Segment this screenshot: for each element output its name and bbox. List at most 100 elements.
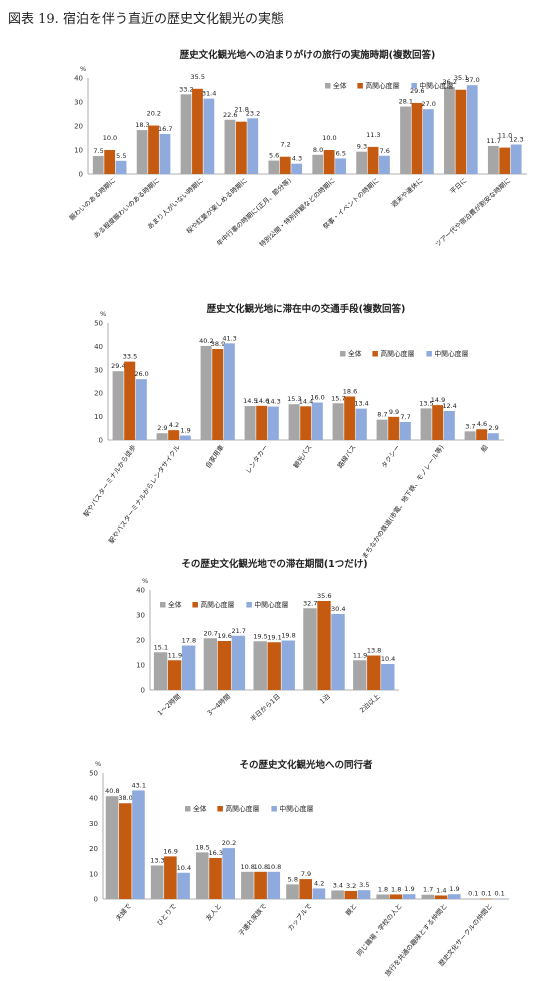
data-label: 43.1 [132, 781, 146, 789]
category-label: 船 [478, 443, 489, 454]
bar [92, 156, 104, 174]
data-label: 18.3 [135, 121, 149, 129]
bar [332, 403, 344, 440]
y-tick-label: 20 [136, 637, 145, 645]
y-unit-label: % [80, 65, 86, 73]
bar [212, 348, 224, 440]
bar [388, 416, 400, 440]
data-label: 10.4 [381, 655, 395, 663]
data-label: 14.3 [266, 398, 280, 406]
category-label: 路線バス [335, 443, 358, 470]
legend-entry: 全体 [348, 349, 362, 358]
data-label: 20.2 [222, 839, 236, 847]
data-label: 9.9 [389, 408, 399, 416]
data-label: 2.9 [488, 424, 498, 432]
bar [105, 796, 119, 899]
bar [217, 641, 232, 690]
category-label: 駅やバスターミナルからレンタサイクル [106, 443, 181, 545]
bar [177, 872, 190, 899]
legend-swatch [340, 351, 346, 357]
data-label: 16.3 [209, 849, 223, 857]
data-label: 10.8 [240, 863, 254, 871]
y-tick-label: 40 [94, 343, 103, 351]
y-tick-label: 10 [74, 147, 83, 155]
data-label: 0.1 [481, 890, 491, 898]
bar [181, 645, 196, 690]
y-tick-label: 10 [136, 662, 145, 670]
data-label: 0.1 [494, 890, 504, 898]
bar [247, 118, 259, 174]
bar [376, 894, 390, 899]
legend-swatch [372, 351, 378, 357]
bar [136, 130, 148, 174]
bar [411, 102, 423, 174]
bar [164, 856, 177, 899]
y-unit-label: % [100, 310, 106, 318]
y-unit-label: % [142, 577, 148, 585]
data-label: 7.2 [280, 141, 290, 149]
bar [267, 406, 279, 440]
category-label: 平日に [448, 177, 468, 196]
bar [479, 898, 493, 900]
legend-entry: 高関心度層 [365, 81, 399, 90]
data-label: 37.0 [465, 76, 479, 84]
bar [299, 879, 312, 899]
data-label: 41.3 [222, 334, 236, 342]
bar [268, 160, 280, 174]
data-label: 3.2 [346, 882, 356, 890]
bar [331, 614, 345, 690]
legend-entry: 中関心度層 [279, 804, 313, 813]
data-label: 35.1 [454, 74, 468, 82]
data-label: 38.0 [118, 794, 132, 802]
data-label: 40.8 [105, 787, 119, 795]
category-label: 親と [343, 902, 358, 918]
data-label: 1.9 [180, 427, 190, 435]
data-label: 1.9 [449, 885, 459, 893]
bar [153, 652, 168, 690]
y-tick-label: 0 [79, 171, 83, 179]
legend-swatch [192, 602, 198, 608]
legend-entry: 中関心度層 [434, 349, 468, 358]
bar [344, 396, 356, 440]
bar [118, 803, 132, 899]
data-label: 8.0 [313, 146, 323, 154]
data-label: 15.3 [287, 395, 301, 403]
bar [464, 431, 476, 440]
category-label: ツアー代や宿泊費が割安な時期に [433, 176, 512, 249]
data-label: 13.8 [367, 647, 381, 655]
data-label: 9.3 [357, 143, 367, 151]
bar [224, 119, 236, 174]
data-label: 20.2 [147, 110, 161, 118]
data-label: 20.7 [203, 629, 217, 637]
bar [400, 106, 411, 174]
bar [112, 371, 124, 440]
bar [303, 608, 317, 690]
bar [254, 871, 267, 899]
bar [455, 89, 467, 174]
bar [312, 888, 326, 899]
bar [203, 638, 218, 690]
chart-2: 歴史文化観光地に滞在中の交通手段(複数回答)% 0 10 20 30 40 50 29.433… [81, 303, 504, 560]
bar [281, 640, 295, 690]
data-label: 26.0 [134, 370, 148, 378]
y-tick-label: 50 [94, 320, 103, 328]
category-label: 駅やバスターミナルから徒歩 [81, 443, 138, 519]
data-label: 15.1 [154, 643, 168, 651]
bar [420, 408, 432, 440]
legend-entry: 高関心度層 [225, 804, 259, 813]
bar [124, 361, 136, 440]
data-label: 13.3 [150, 856, 164, 864]
legend-entry: 全体 [193, 804, 207, 813]
category-label: 1泊 [318, 692, 332, 706]
data-label: 3.4 [333, 881, 343, 889]
data-label: 4.3 [292, 155, 302, 163]
y-tick-label: 0 [141, 687, 145, 695]
y-tick-label: 10 [94, 413, 103, 421]
data-label: 0.1 [468, 890, 478, 898]
bar [344, 890, 358, 899]
bar [115, 160, 127, 174]
bar [466, 85, 478, 174]
data-label: 19.5 [253, 632, 267, 640]
bar [267, 871, 281, 899]
category-label: 賑わいのある時期に [68, 177, 117, 223]
